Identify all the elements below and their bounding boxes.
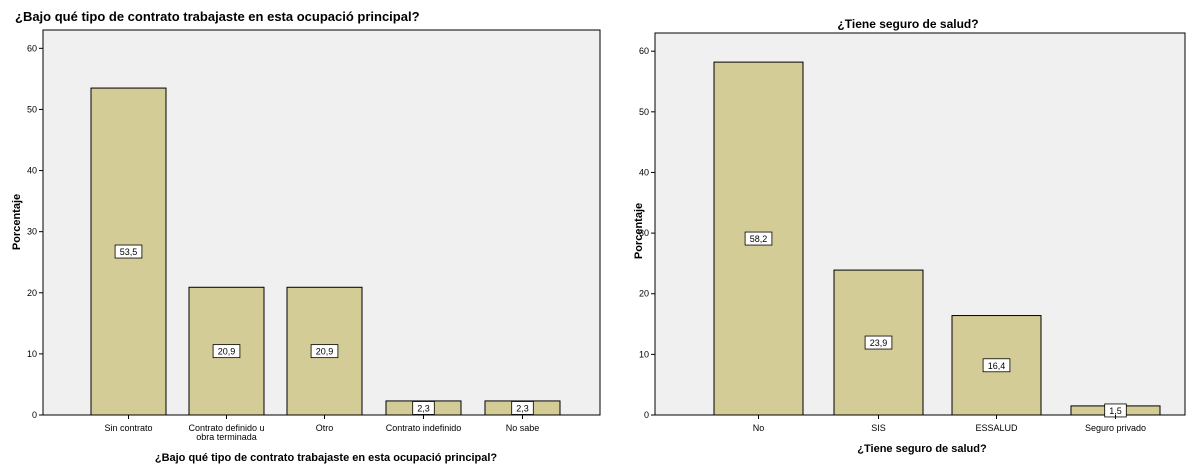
chart-title: ¿Tiene seguro de salud? bbox=[837, 17, 978, 31]
y-axis-title: Porcentaje bbox=[633, 203, 645, 259]
data-label: 2,3 bbox=[516, 403, 529, 413]
y-tick-label: 50 bbox=[27, 104, 37, 114]
x-tick-label: SIS bbox=[871, 423, 886, 433]
x-tick-label: Seguro privado bbox=[1085, 423, 1146, 433]
y-tick-label: 10 bbox=[27, 349, 37, 359]
data-label: 16,4 bbox=[988, 361, 1006, 371]
data-label: 20,9 bbox=[218, 347, 236, 357]
data-label: 2,3 bbox=[417, 403, 430, 413]
bar-series: 53,5 20,9 20,9 2,3 2,3 bbox=[90, 87, 561, 416]
y-tick-label: 60 bbox=[639, 46, 649, 56]
y-tick-label: 20 bbox=[639, 289, 649, 299]
x-tick-label: Sin contrato bbox=[104, 423, 152, 433]
y-tick-label: 60 bbox=[27, 43, 37, 53]
data-label: 20,9 bbox=[316, 347, 334, 357]
data-label: 58,2 bbox=[750, 234, 768, 244]
data-label: 23,9 bbox=[870, 338, 888, 348]
data-label-box bbox=[982, 358, 1011, 373]
y-axis: 0 10 20 30 40 50 60 bbox=[639, 46, 655, 420]
x-tick-label: ESSALUD bbox=[975, 423, 1018, 433]
y-tick-label: 0 bbox=[32, 410, 37, 420]
data-label-box bbox=[511, 401, 534, 415]
data-label: 53,5 bbox=[120, 247, 138, 257]
y-tick-label: 20 bbox=[27, 288, 37, 298]
x-tick-label: Contrato definido u bbox=[188, 423, 264, 433]
data-label-box bbox=[310, 344, 339, 359]
x-axis: No SIS ESSALUD Seguro privado bbox=[753, 415, 1146, 433]
y-tick-label: 30 bbox=[27, 227, 37, 237]
bar-series: 58,2 23,9 16,4 1,5 bbox=[713, 61, 1161, 418]
y-axis-title: Porcentaje bbox=[11, 194, 23, 250]
chart-health-insurance: ¿Tiene seguro de salud? 0 10 20 30 40 50 60 58… bbox=[633, 17, 1186, 455]
y-tick-label: 50 bbox=[639, 107, 649, 117]
data-label-box bbox=[114, 244, 143, 259]
chart-title: ¿Bajo qué tipo de contrato trabajaste en… bbox=[15, 9, 420, 24]
x-tick-label: No bbox=[753, 423, 765, 433]
x-tick-label: Contrato indefinido bbox=[386, 423, 462, 433]
y-tick-label: 40 bbox=[27, 166, 37, 176]
x-axis-title: ¿Tiene seguro de salud? bbox=[857, 443, 987, 455]
data-label-box bbox=[412, 401, 435, 415]
y-tick-label: 30 bbox=[639, 228, 649, 238]
y-tick-label: 10 bbox=[639, 349, 649, 359]
x-tick-label: Otro bbox=[316, 423, 334, 433]
data-label-box bbox=[212, 344, 241, 359]
x-tick-label: obra terminada bbox=[196, 432, 257, 442]
y-tick-label: 0 bbox=[644, 410, 649, 420]
data-label-box bbox=[864, 335, 893, 350]
y-tick-label: 40 bbox=[639, 167, 649, 177]
x-axis-title: ¿Bajo qué tipo de contrato trabajaste en… bbox=[155, 452, 498, 464]
data-label-box bbox=[744, 231, 773, 246]
data-label: 1,5 bbox=[1109, 406, 1122, 416]
chart-contract-type: ¿Bajo qué tipo de contrato trabajaste en… bbox=[11, 9, 601, 464]
y-axis: 0 10 20 30 40 50 60 bbox=[27, 43, 43, 420]
x-tick-label: No sabe bbox=[506, 423, 540, 433]
